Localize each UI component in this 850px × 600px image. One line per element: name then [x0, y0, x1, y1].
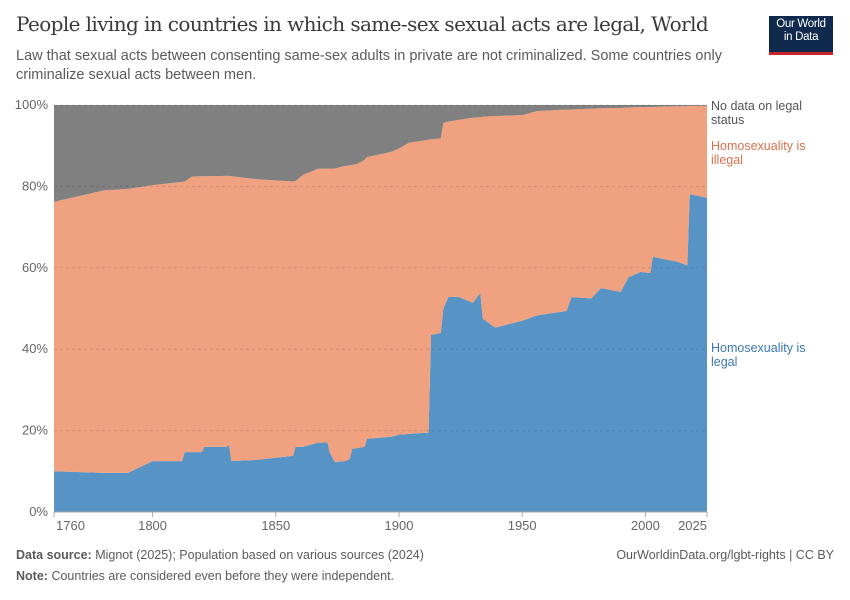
legend-label-line2: legal	[711, 355, 737, 369]
chart-subtitle: Law that sexual acts between consenting …	[16, 48, 723, 83]
area-no-data-on-legal-status	[54, 105, 707, 202]
x-tick-label: 1900	[385, 518, 414, 533]
y-tick-label: 20%	[22, 423, 48, 438]
data-source: Data source: Mignot (2025); Population b…	[16, 548, 424, 562]
data-source-label: Data source:	[16, 548, 92, 562]
y-tick-label: 100%	[15, 97, 49, 112]
x-tick-label: 1850	[261, 518, 290, 533]
x-tick-label: 1760	[56, 518, 85, 533]
data-source-text: Mignot (2025); Population based on vario…	[95, 548, 424, 562]
note-text: Countries are considered even before the…	[51, 569, 395, 583]
source-link[interactable]: OurWorldinData.org/lgbt-rights | CC BY	[616, 548, 834, 562]
y-tick-label: 40%	[22, 341, 48, 356]
owid-logo[interactable]: Our World in Data	[769, 16, 833, 55]
area-homosexuality-is-legal	[54, 194, 707, 512]
note-label: Note:	[16, 569, 48, 583]
x-tick-label: 1950	[508, 518, 537, 533]
logo-line-2: in Data	[783, 31, 819, 43]
note: Note: Countries are considered even befo…	[16, 569, 394, 583]
logo-line-1: Our World	[776, 18, 826, 30]
y-tick-label: 80%	[22, 178, 48, 193]
y-tick-label: 0%	[29, 504, 48, 519]
x-tick-label: 2025	[678, 518, 707, 533]
x-tick-label: 2000	[631, 518, 660, 533]
y-tick-label: 60%	[22, 260, 48, 275]
legend-label-line1: No data on legal	[711, 99, 802, 113]
legend-label-line1: Homosexuality is	[711, 341, 805, 355]
legend-label-line2: illegal	[711, 153, 743, 167]
legend-label-line1: Homosexuality is	[711, 139, 805, 153]
area-homosexuality-is-illegal	[54, 105, 707, 473]
legend-label-line2: status	[711, 113, 744, 127]
chart-title: People living in countries in which same…	[16, 12, 709, 36]
x-tick-label: 1800	[138, 518, 167, 533]
